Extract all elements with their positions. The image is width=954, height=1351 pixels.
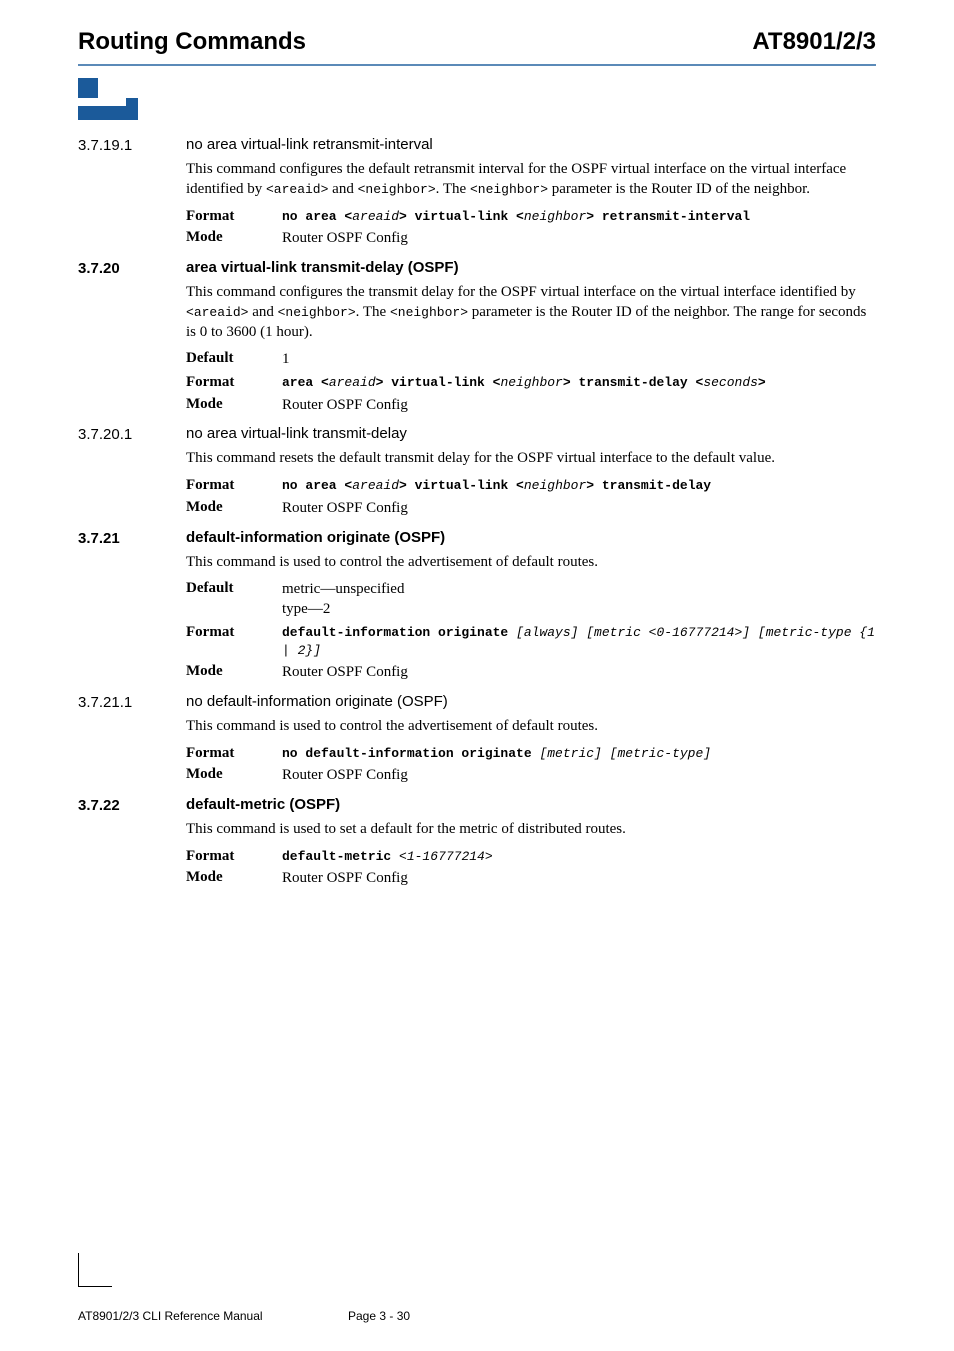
page-header: Routing Commands AT8901/2/3 bbox=[78, 28, 876, 62]
section-title: area virtual-link transmit-delay (OSPF) bbox=[186, 259, 459, 276]
section-number: 3.7.22 bbox=[78, 796, 186, 814]
kv-format: Format default-metric <1-16777214> bbox=[186, 848, 876, 866]
content: 3.7.19.1 no area virtual-link retransmit… bbox=[78, 136, 876, 889]
section-desc: This command resets the default transmit… bbox=[186, 449, 876, 469]
section-title: default-metric (OSPF) bbox=[186, 796, 340, 813]
section-desc: This command configures the default retr… bbox=[186, 160, 876, 200]
section-3721-heading: 3.7.21 default-information originate (OS… bbox=[78, 529, 876, 547]
section-3721-body: This command is used to control the adve… bbox=[186, 553, 876, 683]
section-3720-body: This command configures the transmit del… bbox=[186, 283, 876, 416]
format-value: no area <areaid> virtual-link <neighbor>… bbox=[282, 208, 750, 226]
kv-mode: Mode Router OSPF Config bbox=[186, 766, 876, 786]
footer-left: AT8901/2/3 CLI Reference Manual bbox=[78, 1309, 348, 1323]
section-number: 3.7.19.1 bbox=[78, 136, 186, 154]
page: Routing Commands AT8901/2/3 3.7.19.1 no … bbox=[0, 0, 954, 1351]
section-37201-body: This command resets the default transmit… bbox=[186, 449, 876, 518]
page-footer: AT8901/2/3 CLI Reference Manual Page 3 -… bbox=[78, 1309, 410, 1323]
section-desc: This command is used to control the adve… bbox=[186, 553, 876, 573]
section-3722-body: This command is used to set a default fo… bbox=[186, 820, 876, 889]
format-value: area <areaid> virtual-link <neighbor> tr… bbox=[282, 374, 766, 392]
section-37211-body: This command is used to control the adve… bbox=[186, 717, 876, 786]
header-right: AT8901/2/3 bbox=[752, 28, 876, 56]
section-37191-heading: 3.7.19.1 no area virtual-link retransmit… bbox=[78, 136, 876, 154]
section-desc: This command is used to control the adve… bbox=[186, 717, 876, 737]
kv-mode: Mode Router OSPF Config bbox=[186, 229, 876, 249]
section-3722-heading: 3.7.22 default-metric (OSPF) bbox=[78, 796, 876, 814]
section-title: default-information originate (OSPF) bbox=[186, 529, 445, 546]
kv-format: Format area <areaid> virtual-link <neigh… bbox=[186, 374, 876, 392]
brand-logo bbox=[78, 78, 138, 122]
format-value: no area <areaid> virtual-link <neighbor>… bbox=[282, 477, 711, 495]
format-value: default-information originate [always] [… bbox=[282, 624, 876, 659]
section-37191-body: This command configures the default retr… bbox=[186, 160, 876, 249]
section-number: 3.7.20.1 bbox=[78, 425, 186, 443]
section-number: 3.7.20 bbox=[78, 259, 186, 277]
kv-format: Format no default-information originate … bbox=[186, 745, 876, 763]
section-desc: This command is used to set a default fo… bbox=[186, 820, 876, 840]
format-value: default-metric <1-16777214> bbox=[282, 848, 493, 866]
kv-mode: Mode Router OSPF Config bbox=[186, 499, 876, 519]
kv-format: Format default-information originate [al… bbox=[186, 624, 876, 659]
section-37201-heading: 3.7.20.1 no area virtual-link transmit-d… bbox=[78, 425, 876, 443]
section-title: no area virtual-link transmit-delay bbox=[186, 425, 407, 442]
kv-default: Default metric—unspecified type—2 bbox=[186, 580, 876, 620]
corner-mark bbox=[78, 1267, 98, 1287]
kv-format: Format no area <areaid> virtual-link <ne… bbox=[186, 477, 876, 495]
kv-format: Format no area <areaid> virtual-link <ne… bbox=[186, 208, 876, 226]
section-title: no default-information originate (OSPF) bbox=[186, 693, 448, 710]
kv-mode: Mode Router OSPF Config bbox=[186, 396, 876, 416]
kv-mode: Mode Router OSPF Config bbox=[186, 663, 876, 683]
section-number: 3.7.21 bbox=[78, 529, 186, 547]
kv-default: Default 1 bbox=[186, 350, 876, 370]
header-left: Routing Commands bbox=[78, 28, 306, 56]
section-3720-heading: 3.7.20 area virtual-link transmit-delay … bbox=[78, 259, 876, 277]
header-rule bbox=[78, 64, 876, 66]
footer-page: Page 3 - 30 bbox=[348, 1309, 410, 1323]
section-title: no area virtual-link retransmit-interval bbox=[186, 136, 433, 153]
section-number: 3.7.21.1 bbox=[78, 693, 186, 711]
section-37211-heading: 3.7.21.1 no default-information originat… bbox=[78, 693, 876, 711]
default-value: metric—unspecified type—2 bbox=[282, 580, 404, 620]
section-desc: This command configures the transmit del… bbox=[186, 283, 876, 342]
format-value: no default-information originate [metric… bbox=[282, 745, 711, 763]
kv-mode: Mode Router OSPF Config bbox=[186, 869, 876, 889]
